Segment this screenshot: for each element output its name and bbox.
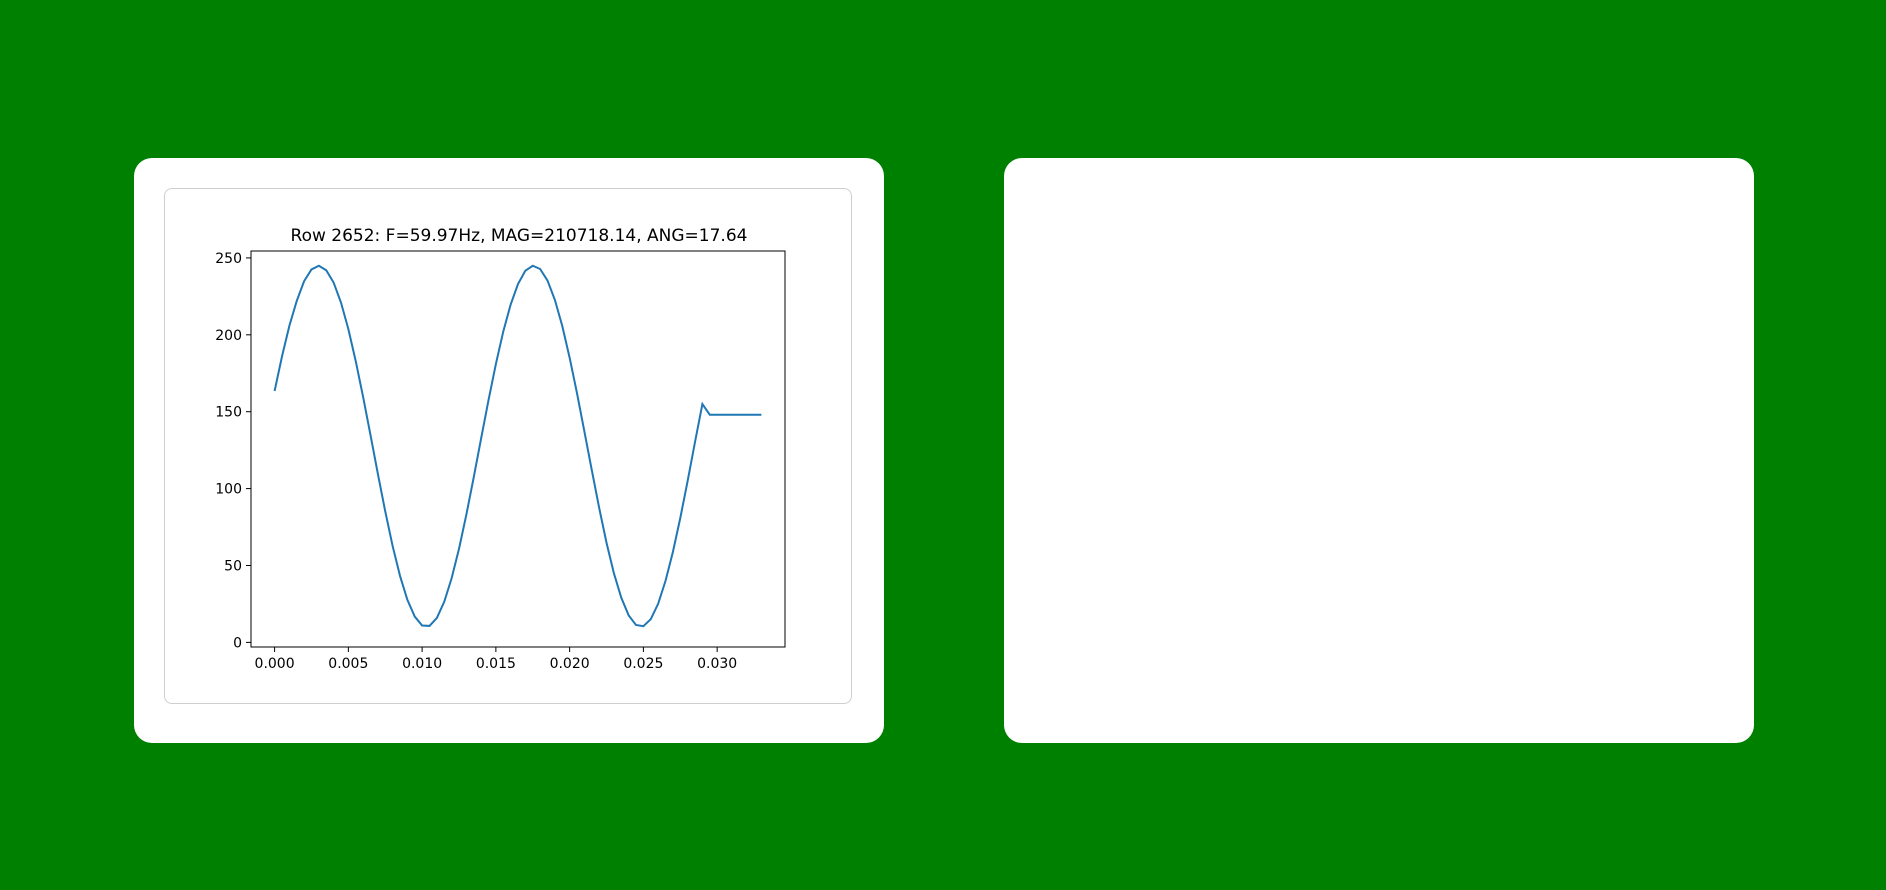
x-tick-label: 0.020 xyxy=(550,656,590,672)
y-tick-label: 250 xyxy=(215,251,242,267)
y-tick-label: 150 xyxy=(215,405,242,421)
x-tick-label: 0.010 xyxy=(402,656,442,672)
x-tick-label: 0.025 xyxy=(623,656,663,672)
left-card: Row 2652: F=59.97Hz, MAG=210718.14, ANG=… xyxy=(134,158,884,743)
y-tick-label: 0 xyxy=(233,635,242,651)
y-tick-label: 200 xyxy=(215,328,242,344)
x-tick-label: 0.015 xyxy=(476,656,516,672)
axes-frame xyxy=(250,250,786,648)
x-tick-label: 0.005 xyxy=(328,656,368,672)
x-tick-label: 0.030 xyxy=(697,656,737,672)
y-axis: 0 50 100 150 200 250 xyxy=(215,251,251,651)
x-axis: 0.000 0.005 0.010 0.015 0.020 0.025 0.030 xyxy=(255,647,737,672)
chart-title: Row 2652: F=59.97Hz, MAG=210718.14, ANG=… xyxy=(291,226,748,246)
plot-frame: Row 2652: F=59.97Hz, MAG=210718.14, ANG=… xyxy=(164,188,852,704)
line-chart: Row 2652: F=59.97Hz, MAG=210718.14, ANG=… xyxy=(215,226,786,672)
x-tick-label: 0.000 xyxy=(255,656,295,672)
y-tick-label: 50 xyxy=(224,558,242,574)
right-card xyxy=(1004,158,1754,743)
y-tick-label: 100 xyxy=(215,482,242,498)
series-line xyxy=(273,264,762,628)
